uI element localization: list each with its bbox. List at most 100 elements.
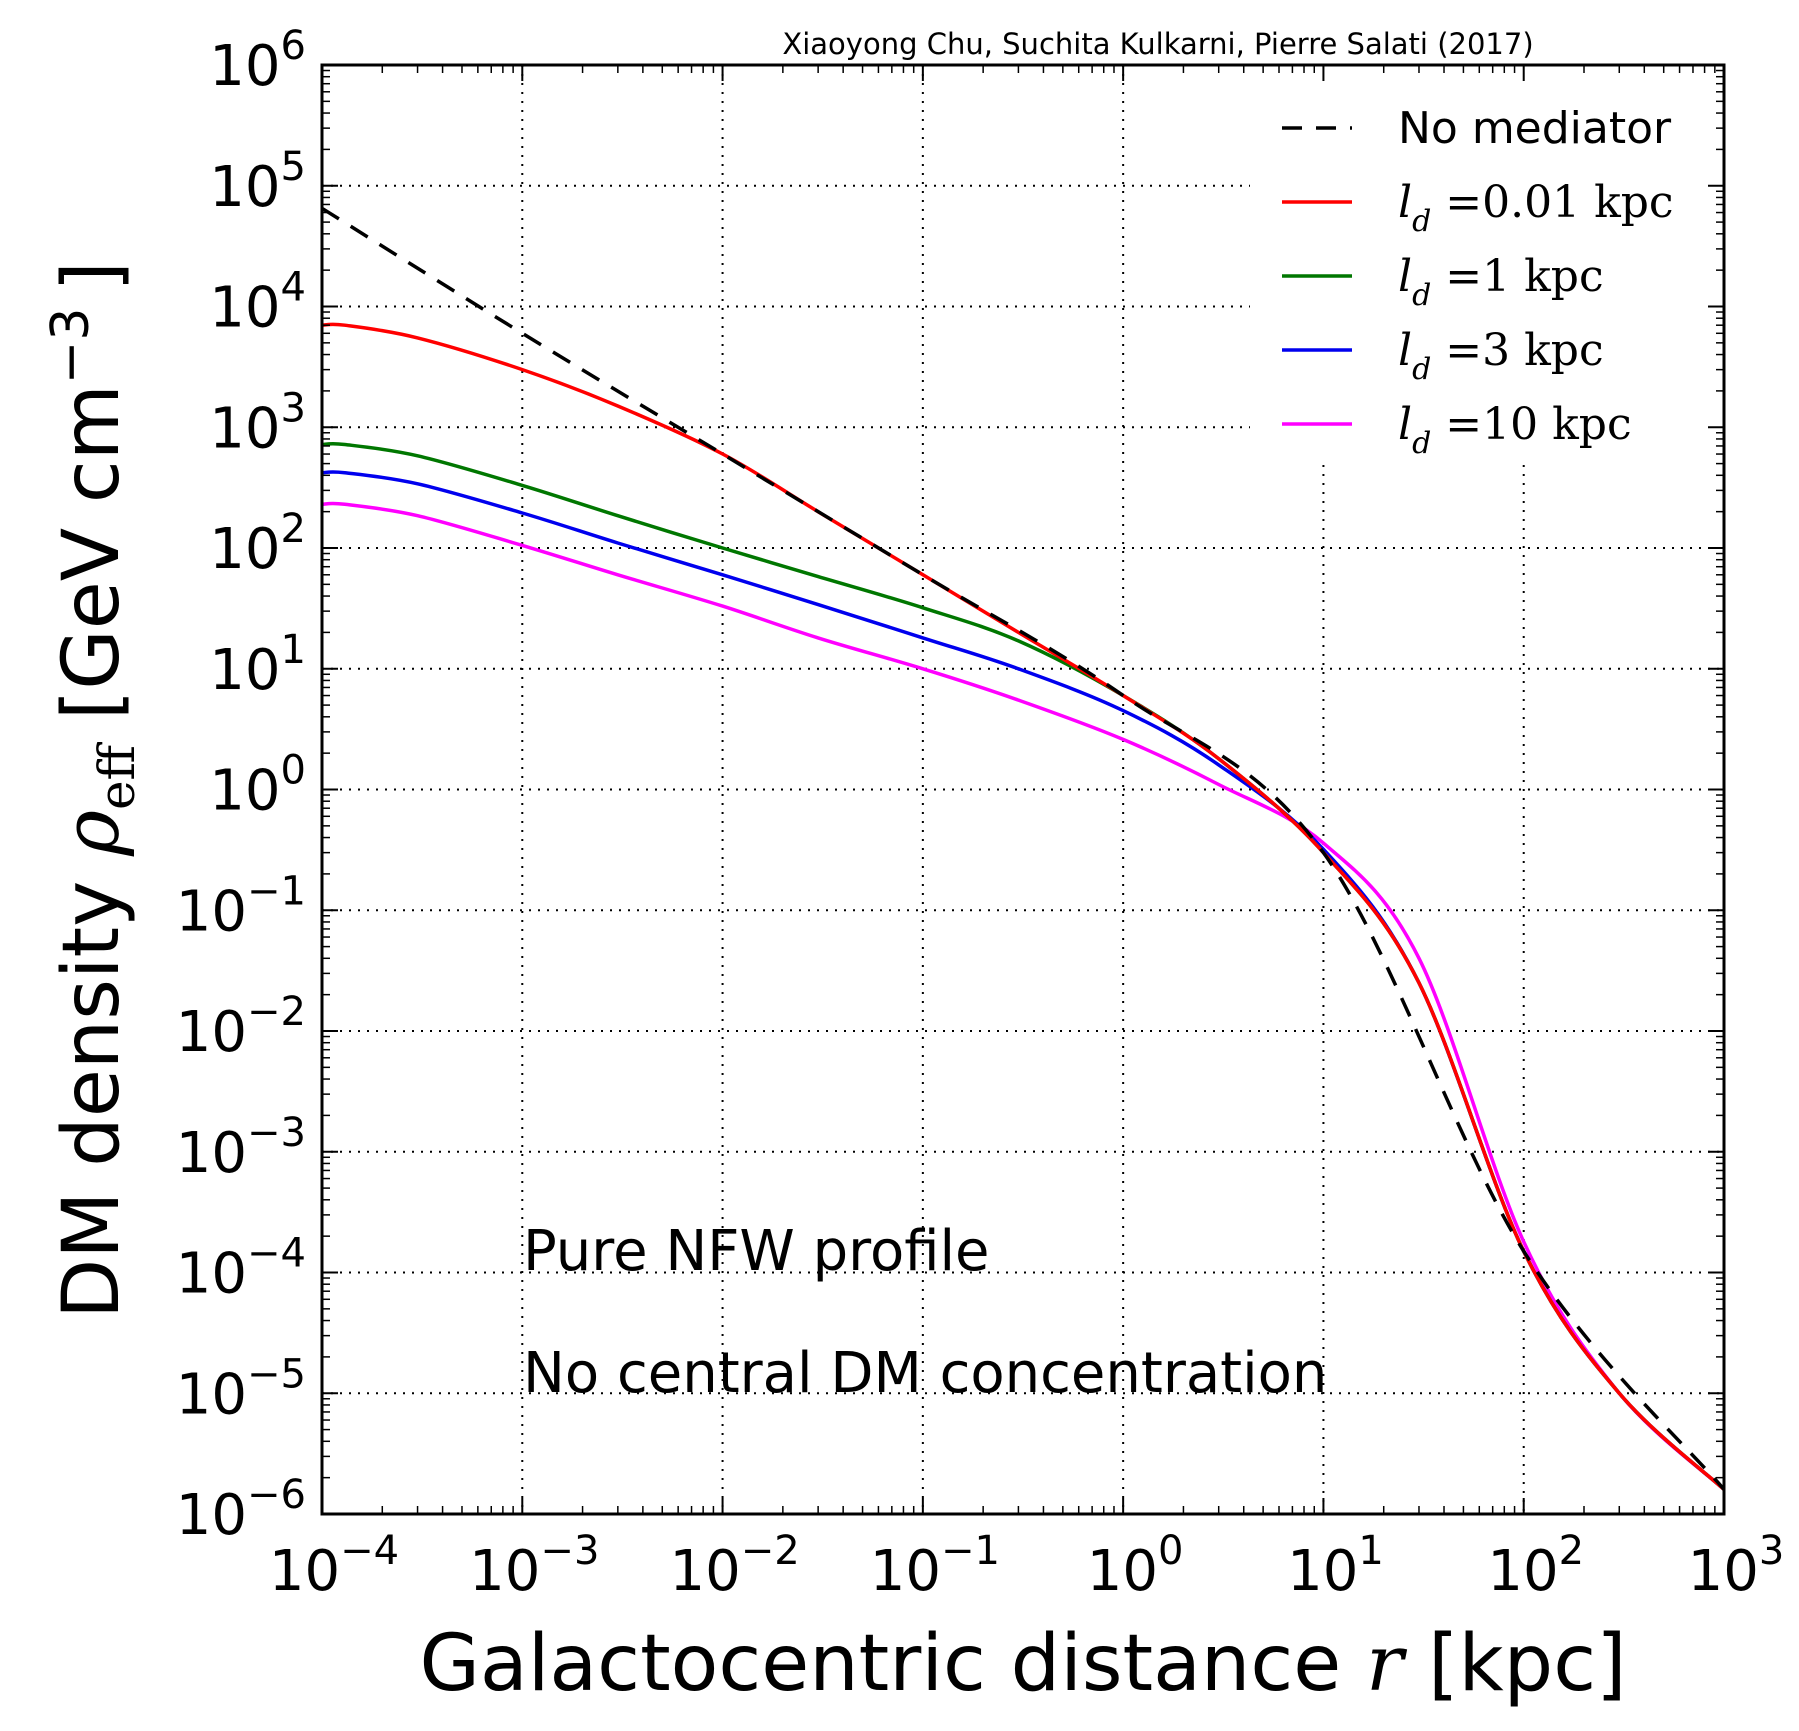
legend-label-sub: d <box>1412 278 1431 313</box>
annotation-pure-nfw: Pure NFW profile <box>523 1219 989 1284</box>
y-axis-label-sub: eff <box>88 741 146 810</box>
y-tick-label-base: 10 <box>209 155 280 220</box>
y-tick-label-base: 10 <box>209 396 280 461</box>
x-tick-label-base: 10 <box>1287 1539 1358 1604</box>
y-tick-label-base: 10 <box>176 1483 247 1548</box>
x-tick-label: 101 <box>1287 1528 1384 1604</box>
y-tick-label: 102 <box>209 506 306 582</box>
x-axis-label-text: Galactocentric distance <box>419 1619 1366 1709</box>
legend-label-var: l <box>1398 399 1412 450</box>
series-line-1 <box>322 322 1724 1491</box>
series-line-2 <box>322 441 1724 1491</box>
y-tick-label: 10−1 <box>176 868 306 944</box>
x-tick-label-exp: 3 <box>1759 1528 1784 1574</box>
series-layer <box>322 206 1724 1491</box>
tick-labels: 10−4 10−3 10−2 10−1 100 101 102 10310−610−510−4… <box>176 23 1785 1604</box>
x-tick-label-base: 10 <box>469 1539 540 1604</box>
x-tick-label-base: 10 <box>870 1539 941 1604</box>
legend-label-4: ld =10 kpc <box>1398 399 1632 461</box>
x-tick-label: 10−1 <box>870 1528 1000 1604</box>
y-tick-label: 101 <box>209 627 306 703</box>
y-tick-label: 10−6 <box>176 1472 306 1548</box>
y-tick-label-exp: −1 <box>247 868 306 914</box>
credit-text: Xiaoyong Chu, Suchita Kulkarni, Pierre S… <box>782 27 1533 61</box>
y-tick-label-base: 10 <box>209 638 280 703</box>
x-tick-label-exp: −4 <box>340 1528 399 1574</box>
y-tick-label-base: 10 <box>176 1242 247 1307</box>
x-tick-label-base: 10 <box>1688 1539 1759 1604</box>
y-tick-label-exp: 1 <box>281 627 306 673</box>
y-axis-label-unit-post: ] <box>47 261 137 291</box>
y-tick-label-base: 10 <box>209 759 280 824</box>
x-tick-label: 103 <box>1688 1528 1785 1604</box>
legend-label-0: No mediator <box>1398 103 1672 154</box>
x-tick-label-exp: 2 <box>1559 1528 1584 1574</box>
y-tick-label: 105 <box>209 144 306 220</box>
x-tick-label: 102 <box>1487 1528 1584 1604</box>
series-line-3 <box>322 470 1724 1491</box>
y-tick-label: 10−5 <box>176 1351 306 1427</box>
legend-label-1: ld =0.01 kpc <box>1398 177 1674 239</box>
x-axis-label-var: r <box>1366 1619 1408 1709</box>
y-tick-label-base: 10 <box>176 879 247 944</box>
x-tick-label-exp: −3 <box>540 1528 599 1574</box>
legend-label-sub: d <box>1412 352 1431 387</box>
y-tick-label-base: 10 <box>176 1121 247 1186</box>
y-axis-label-text: DM density <box>47 856 137 1319</box>
y-axis-label: DM density ρeff [GeV cm−3] <box>41 261 146 1319</box>
x-tick-label-base: 10 <box>1487 1539 1558 1604</box>
y-tick-label: 100 <box>209 748 306 824</box>
x-tick-label: 10−3 <box>469 1528 599 1604</box>
y-tick-label-base: 10 <box>176 1000 247 1065</box>
y-tick-label-base: 10 <box>209 276 280 341</box>
y-tick-label-exp: −2 <box>247 989 306 1035</box>
x-tick-label-base: 10 <box>1087 1539 1158 1604</box>
y-axis-label-unit-sup: −3 <box>41 308 101 385</box>
y-tick-label-exp: 0 <box>281 748 306 794</box>
x-axis-label-unit: [kpc] <box>1403 1619 1626 1709</box>
legend-label-rest: =10 kpc <box>1431 399 1631 450</box>
x-tick-label: 100 <box>1087 1528 1184 1604</box>
x-tick-label: 10−2 <box>669 1528 799 1604</box>
y-tick-label-exp: −4 <box>247 1231 306 1277</box>
legend-label-rest: =0.01 kpc <box>1431 177 1673 228</box>
y-tick-label-base: 10 <box>209 34 280 99</box>
y-tick-label-exp: −5 <box>247 1351 306 1397</box>
x-tick-label-exp: −2 <box>741 1528 800 1574</box>
y-tick-label: 103 <box>209 385 306 461</box>
y-tick-label-exp: −6 <box>247 1472 306 1518</box>
y-tick-label-exp: 5 <box>281 144 306 190</box>
x-axis-label: Galactocentric distance r [kpc] <box>419 1619 1626 1709</box>
series-line-0 <box>322 206 1724 1491</box>
legend-label-3: ld =3 kpc <box>1398 325 1604 387</box>
series-line-4 <box>322 501 1724 1491</box>
x-tick-label-exp: −1 <box>941 1528 1000 1574</box>
legend-label-var: l <box>1398 251 1412 302</box>
legend-label-rest: =1 kpc <box>1431 251 1603 302</box>
legend-label-sub: d <box>1412 204 1431 239</box>
legend-label-var: l <box>1398 325 1412 376</box>
x-tick-label-exp: 0 <box>1158 1528 1183 1574</box>
y-tick-label-exp: 4 <box>281 265 306 311</box>
x-tick-label: 10−4 <box>269 1528 399 1604</box>
y-axis-label-var: ρ <box>47 810 137 857</box>
legend-label-sub: d <box>1412 426 1431 461</box>
y-tick-label: 10−3 <box>176 1110 306 1186</box>
y-tick-label-exp: 2 <box>281 506 306 552</box>
y-tick-label-exp: −3 <box>247 1110 306 1156</box>
legend-label-var: l <box>1398 177 1412 228</box>
y-tick-label-exp: 6 <box>281 23 306 69</box>
y-tick-label: 10−2 <box>176 989 306 1065</box>
ticks <box>321 64 1725 1515</box>
y-tick-label-exp: 3 <box>281 385 306 431</box>
y-axis-label-unit: [GeV cm <box>47 384 137 745</box>
x-tick-label-base: 10 <box>269 1539 340 1604</box>
x-tick-label-base: 10 <box>669 1539 740 1604</box>
y-tick-label: 106 <box>209 23 306 99</box>
x-tick-label-exp: 1 <box>1358 1528 1383 1574</box>
y-tick-label: 10−4 <box>176 1231 306 1307</box>
y-tick-label-base: 10 <box>176 1362 247 1427</box>
legend-label-2: ld =1 kpc <box>1398 251 1604 313</box>
